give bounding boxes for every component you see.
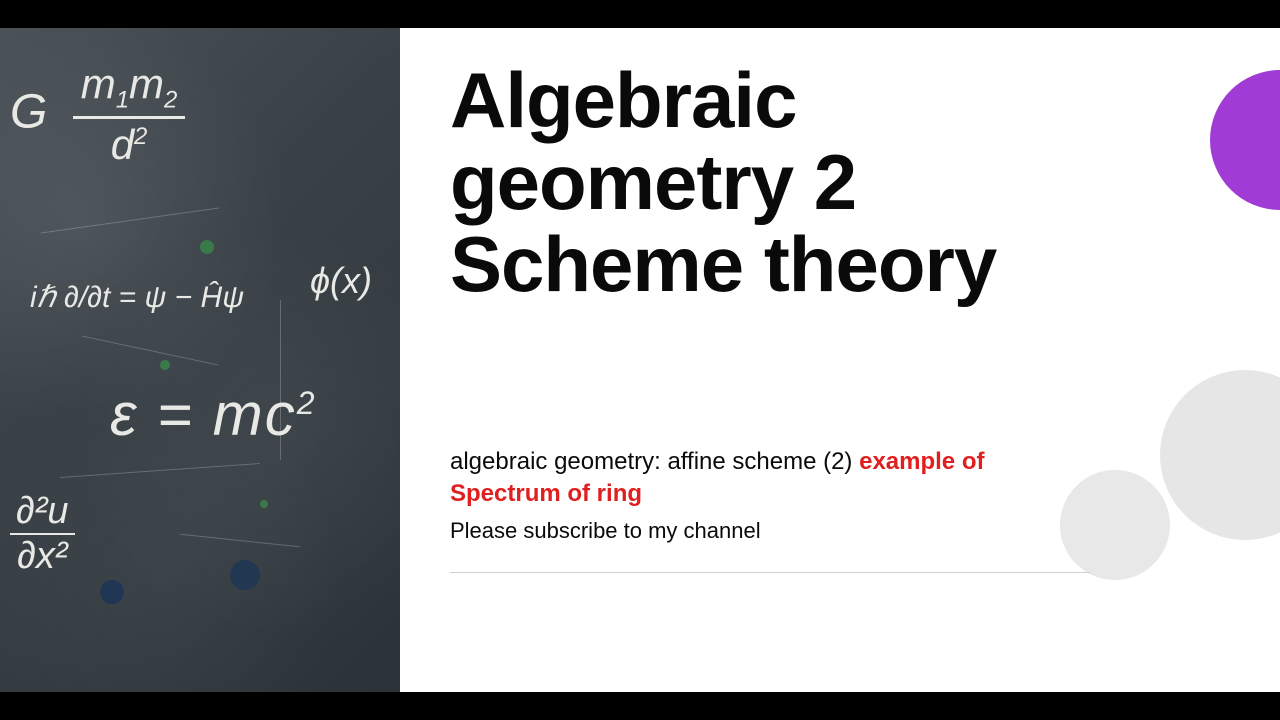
subtitle-block: algebraic geometry: affine scheme (2) ex…	[450, 446, 1090, 574]
slide-title: Algebraic geometry 2 Scheme theory	[450, 60, 1240, 306]
subscribe-cta: Please subscribe to my channel	[450, 518, 1090, 544]
formula-phi: ϕ(x)	[310, 260, 372, 302]
letterbox-bottom	[0, 692, 1280, 720]
chalk-dot	[160, 360, 170, 370]
title-line-2: geometry 2	[450, 138, 856, 226]
title-line-3: Scheme theory	[450, 220, 996, 308]
formula-schrodinger: iℏ ∂/∂t = ψ − Ĥψ	[30, 280, 244, 315]
formula-gravity-G: G	[10, 85, 47, 138]
chalk-dot	[200, 240, 214, 254]
title-line-1: Algebraic	[450, 56, 796, 144]
formula-wave: ∂²u ∂x²	[10, 490, 75, 578]
content-panel: Algebraic geometry 2 Scheme theory algeb…	[400, 0, 1280, 720]
chalk-line	[280, 300, 281, 460]
chalkboard-panel: G m1m2 d2 ϕ(x) iℏ ∂/∂t = ψ − Ĥψ ε = mc2 …	[0, 0, 400, 720]
slide-container: G m1m2 d2 ϕ(x) iℏ ∂/∂t = ψ − Ĥψ ε = mc2 …	[0, 0, 1280, 720]
formula-emc2: ε = mc2	[110, 380, 317, 449]
divider-line	[450, 572, 1090, 573]
formula-gravity: G m1m2 d2	[10, 60, 185, 169]
slide-subtitle: algebraic geometry: affine scheme (2) ex…	[450, 446, 1090, 511]
decorative-circle-grey-large	[1160, 370, 1280, 540]
letterbox-top	[0, 0, 1280, 28]
chalk-dot	[260, 500, 268, 508]
subtitle-prefix: algebraic geometry: affine scheme (2)	[450, 448, 859, 475]
chalk-dot	[230, 560, 260, 590]
chalk-dot	[100, 580, 124, 604]
